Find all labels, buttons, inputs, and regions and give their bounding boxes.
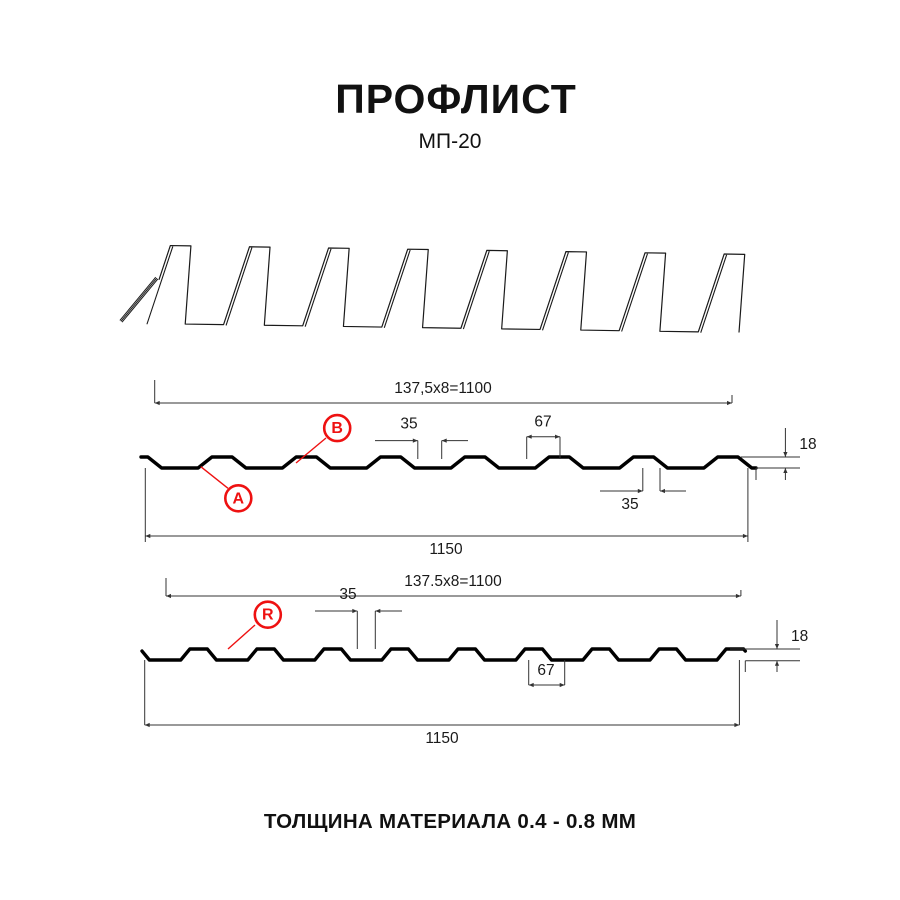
svg-text:A: A <box>233 490 245 507</box>
svg-text:137,5x8=1100: 137,5x8=1100 <box>394 380 492 397</box>
svg-text:67: 67 <box>534 414 551 431</box>
svg-text:R: R <box>262 607 274 624</box>
svg-text:B: B <box>331 420 343 437</box>
svg-text:137.5x8=1100: 137.5x8=1100 <box>404 573 502 590</box>
svg-text:35: 35 <box>339 586 356 603</box>
svg-text:18: 18 <box>799 436 816 453</box>
svg-text:18: 18 <box>791 628 808 645</box>
svg-text:35: 35 <box>621 496 638 513</box>
svg-text:1150: 1150 <box>425 730 459 747</box>
svg-text:35: 35 <box>400 416 417 433</box>
svg-text:67: 67 <box>537 662 554 679</box>
svg-text:1150: 1150 <box>429 541 463 558</box>
